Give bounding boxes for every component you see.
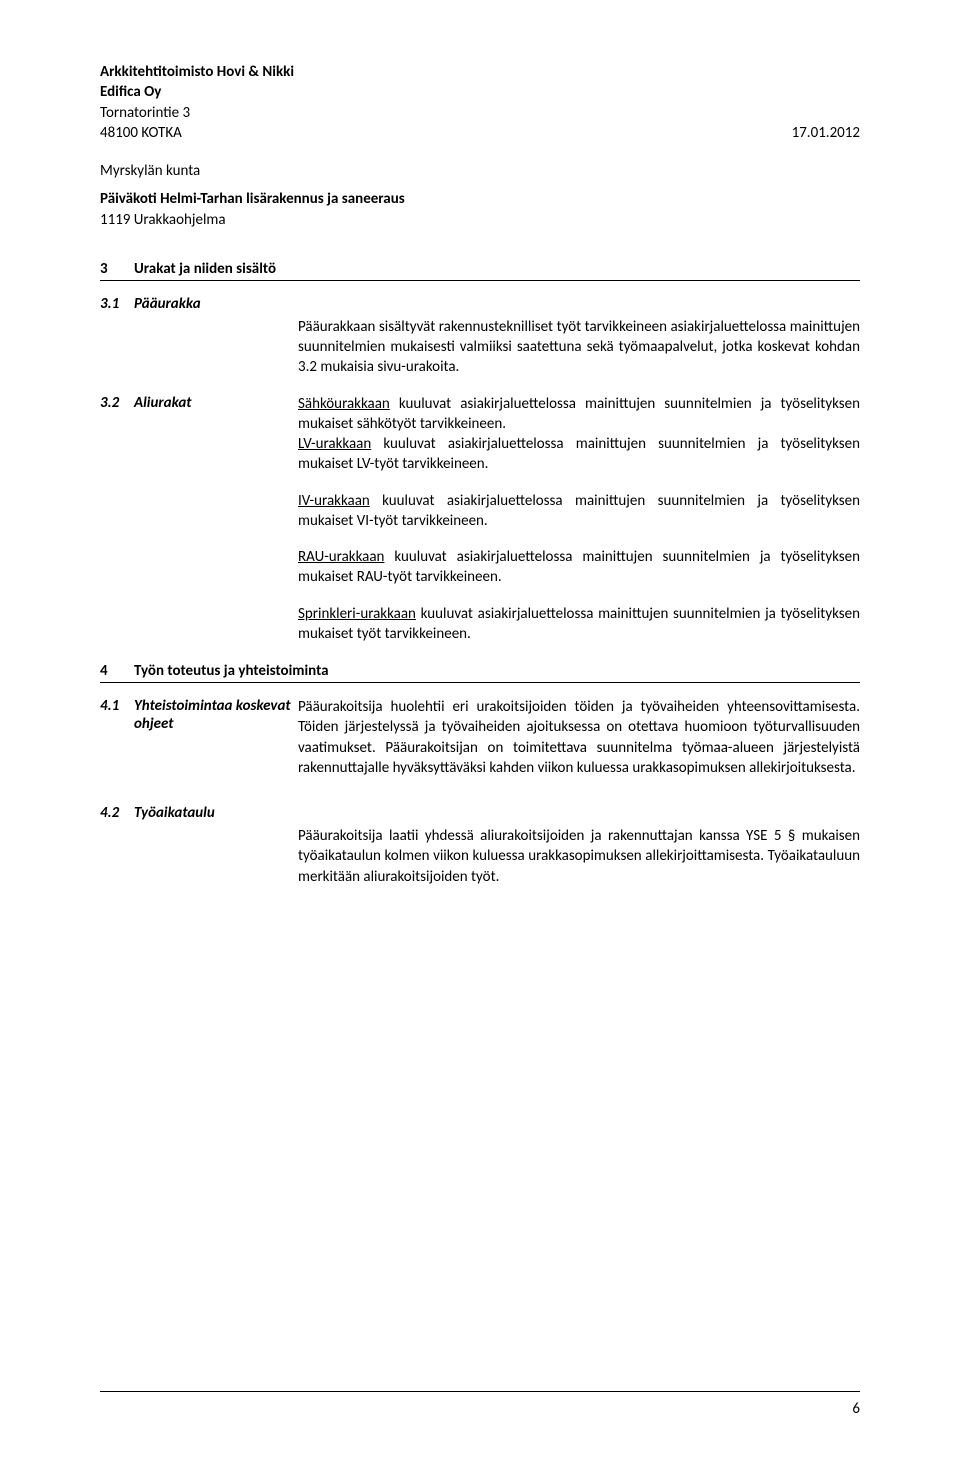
section-3-num: 3	[100, 260, 134, 278]
subsection-4-1-title: Yhteistoimintaa koskevat ohjeet	[134, 697, 298, 733]
subsection-3-2-num: 3.2	[100, 394, 134, 412]
section-4-heading: 4 Työn toteutus ja yhteistoiminta	[100, 662, 860, 680]
subsection-4-2-heading: 4.2 Työaikataulu	[100, 804, 860, 822]
subsection-3-1-body: Pääurakkaan sisältyvät rakennusteknillis…	[100, 317, 860, 378]
subsection-3-2-row: 3.2 Aliurakat Sähköurakkaan kuuluvat asi…	[100, 394, 860, 435]
paragraph: Sähköurakkaan kuuluvat asiakirjaluettelo…	[298, 394, 860, 435]
rest-text: kuuluvat asiakirjaluettelossa mainittuje…	[298, 435, 860, 473]
footer-rule	[100, 1391, 860, 1392]
project-line: Päiväkoti Helmi-Tarhan lisärakennus ja s…	[100, 189, 860, 209]
lead-word: Sähköurakkaan	[298, 395, 390, 413]
rest-text: kuuluvat asiakirjaluettelossa mainittuje…	[298, 492, 860, 530]
company-line-2: Edifica Oy	[100, 82, 860, 102]
lead-word: RAU-urakkaan	[298, 548, 384, 566]
subsection-3-1-heading: 3.1 Pääurakka	[100, 295, 860, 313]
paragraph: LV-urakkaan kuuluvat asiakirjaluetteloss…	[298, 434, 860, 475]
company-line-1: Arkkitehtitoimisto Hovi & Nikki	[100, 62, 860, 82]
postal-line: 48100 KOTKA	[100, 123, 182, 143]
document-subheader: Myrskylän kunta Päiväkoti Helmi-Tarhan l…	[100, 161, 860, 230]
subsection-3-1-num: 3.1	[100, 295, 134, 313]
subsection-3-2-body: RAU-urakkaan kuuluvat asiakirjaluettelos…	[100, 547, 860, 588]
section-4-title: Työn toteutus ja yhteistoiminta	[134, 662, 329, 680]
section-4-num: 4	[100, 662, 134, 680]
subsection-4-1-row: 4.1 Yhteistoimintaa koskevat ohjeet Pääu…	[100, 697, 860, 778]
section-3-title: Urakat ja niiden sisältö	[134, 260, 276, 278]
lead-word: IV-urakkaan	[298, 492, 370, 510]
section-rule	[100, 682, 860, 683]
date-line: 17.01.2012	[792, 123, 860, 143]
municipality-line: Myrskylän kunta	[100, 161, 860, 181]
paragraph: RAU-urakkaan kuuluvat asiakirjaluettelos…	[298, 547, 860, 588]
page-number: 6	[852, 1400, 860, 1418]
document-header: Arkkitehtitoimisto Hovi & Nikki Edifica …	[100, 62, 860, 143]
subsection-3-2-title: Aliurakat	[134, 394, 192, 412]
lead-word: LV-urakkaan	[298, 435, 371, 453]
section-rule	[100, 280, 860, 281]
section-3-heading: 3 Urakat ja niiden sisältö	[100, 260, 860, 278]
docnum-line: 1119 Urakkaohjelma	[100, 210, 860, 230]
subsection-3-1-title: Pääurakka	[134, 295, 201, 313]
subsection-3-2-body: LV-urakkaan kuuluvat asiakirjaluetteloss…	[100, 434, 860, 475]
lead-word: Sprinkleri-urakkaan	[298, 605, 416, 623]
paragraph: Pääurakoitsija laatii yhdessä aliurakoit…	[298, 826, 860, 887]
subsection-4-2-num: 4.2	[100, 804, 134, 822]
subsection-4-2-title: Työaikataulu	[134, 804, 215, 822]
paragraph: Sprinkleri-urakkaan kuuluvat asiakirjalu…	[298, 604, 860, 645]
street-line: Tornatorintie 3	[100, 103, 860, 123]
subsection-4-1-num: 4.1	[100, 697, 134, 733]
subsection-3-2-body: IV-urakkaan kuuluvat asiakirjaluetteloss…	[100, 491, 860, 532]
subsection-4-2-body: Pääurakoitsija laatii yhdessä aliurakoit…	[100, 826, 860, 887]
subsection-3-2-body: Sprinkleri-urakkaan kuuluvat asiakirjalu…	[100, 604, 860, 645]
paragraph: Pääurakoitsija huolehtii eri urakoitsijo…	[298, 697, 860, 778]
paragraph: IV-urakkaan kuuluvat asiakirjaluetteloss…	[298, 491, 860, 532]
paragraph: Pääurakkaan sisältyvät rakennusteknillis…	[298, 317, 860, 378]
